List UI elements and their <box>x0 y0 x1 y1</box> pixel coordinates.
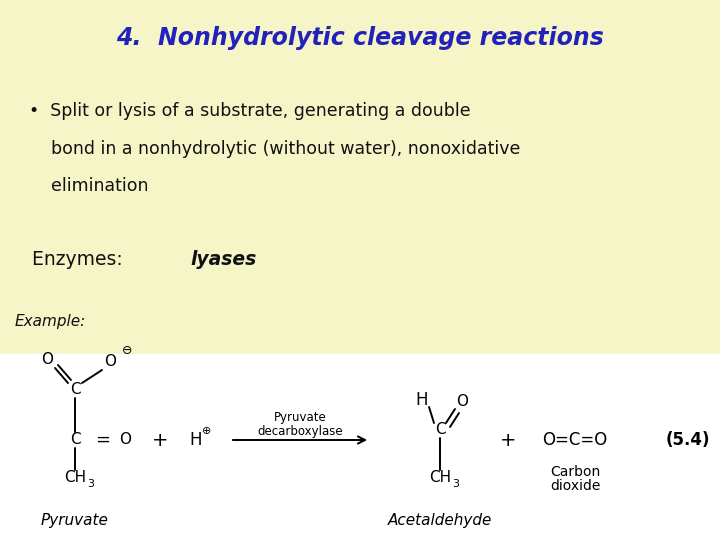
Bar <box>0 354 720 540</box>
Text: decarboxylase: decarboxylase <box>257 426 343 438</box>
Text: •  Split or lysis of a substrate, generating a double: • Split or lysis of a substrate, generat… <box>29 102 470 120</box>
Text: lyases: lyases <box>191 249 257 269</box>
Text: Acetaldehyde: Acetaldehyde <box>388 512 492 528</box>
Text: (5.4): (5.4) <box>666 431 711 449</box>
Text: +: + <box>152 430 168 449</box>
Text: CH: CH <box>429 470 451 485</box>
Text: +: + <box>500 430 516 449</box>
Text: Example:: Example: <box>14 314 86 329</box>
Text: C: C <box>70 433 81 448</box>
Text: H: H <box>190 431 202 449</box>
Text: elimination: elimination <box>29 177 148 195</box>
Text: O: O <box>456 395 468 409</box>
Text: Pyruvate: Pyruvate <box>274 411 326 424</box>
Text: bond in a nonhydrolytic (without water), nonoxidative: bond in a nonhydrolytic (without water),… <box>29 139 520 158</box>
Text: Pyruvate: Pyruvate <box>41 512 109 528</box>
Text: O: O <box>104 354 116 369</box>
Text: O=C=O: O=C=O <box>542 431 608 449</box>
Text: 3: 3 <box>88 479 94 489</box>
Text: C: C <box>435 422 445 437</box>
Text: 4.  Nonhydrolytic cleavage reactions: 4. Nonhydrolytic cleavage reactions <box>116 26 604 50</box>
Text: H: H <box>415 391 428 409</box>
Text: =: = <box>96 431 110 449</box>
Text: O: O <box>119 433 131 448</box>
Bar <box>0 0 720 354</box>
Text: CH: CH <box>64 470 86 485</box>
Text: ⊖: ⊖ <box>122 343 132 356</box>
Text: C: C <box>70 382 81 397</box>
Text: dioxide: dioxide <box>550 479 600 493</box>
Text: O: O <box>41 353 53 368</box>
Text: Enzymes:: Enzymes: <box>32 249 129 269</box>
Text: 3: 3 <box>452 479 459 489</box>
Text: Carbon: Carbon <box>550 465 600 479</box>
Text: ⊕: ⊕ <box>202 426 212 436</box>
